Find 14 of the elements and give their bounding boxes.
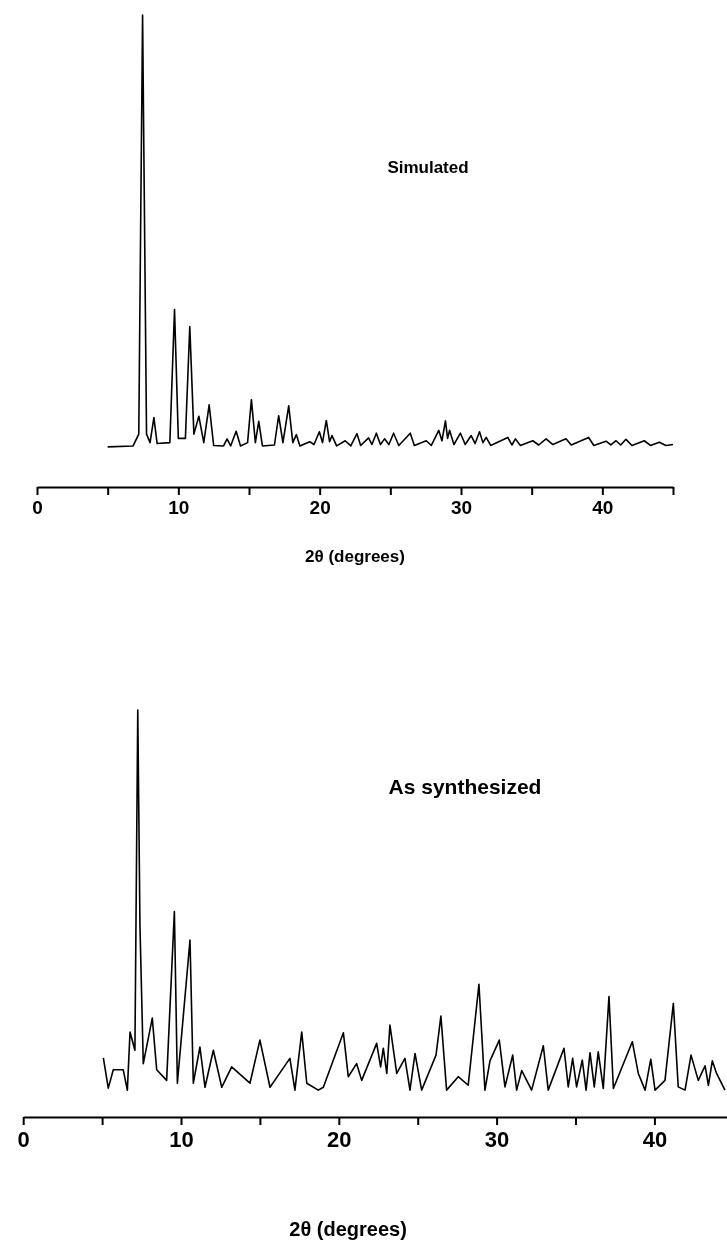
x-axis-title: 2θ (degrees) [289, 1218, 407, 1240]
x-tick-label: 20 [309, 497, 331, 519]
x-tick-label: 0 [17, 1126, 30, 1152]
x-tick-label: 10 [168, 497, 190, 519]
x-tick-label: 10 [169, 1126, 194, 1152]
x-tick-label: 40 [592, 497, 614, 519]
x-tick-label: 20 [327, 1126, 352, 1152]
x-tick-label: 30 [450, 497, 473, 519]
text: As synthesized [388, 775, 542, 798]
text: Simulated [387, 158, 469, 177]
x-tick-label: 40 [642, 1126, 668, 1152]
x-tick-label: 30 [484, 1126, 510, 1152]
x-tick-label: 0 [32, 497, 43, 519]
x-axis-title: 2θ (degrees) [305, 547, 405, 566]
